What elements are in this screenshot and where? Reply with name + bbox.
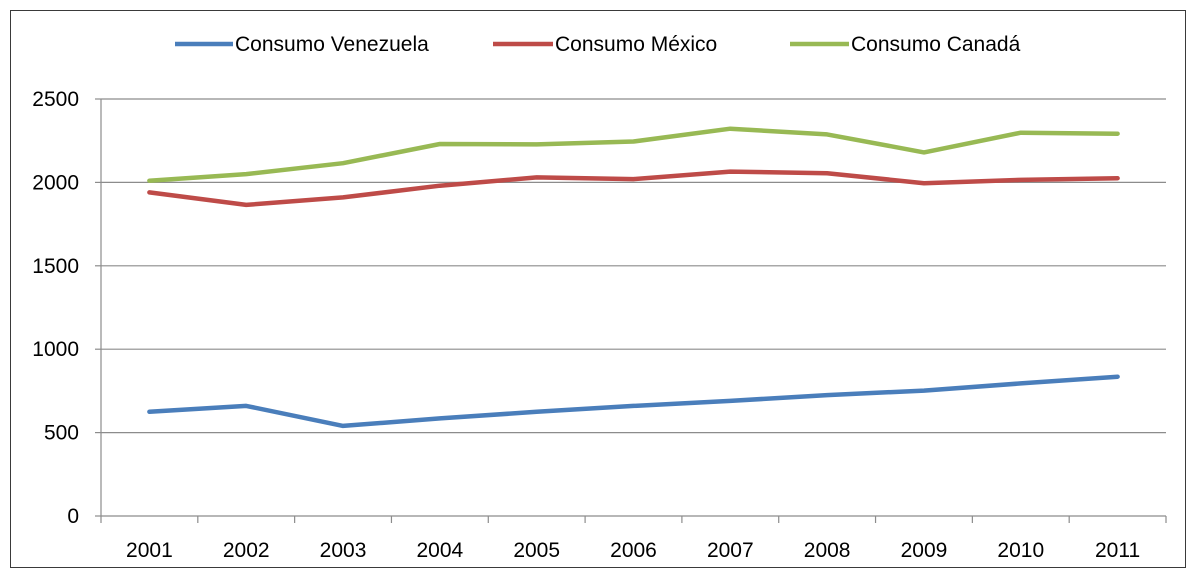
x-tick-label: 2007 bbox=[707, 539, 754, 562]
x-tick-label: 2002 bbox=[223, 539, 270, 562]
legend: Consumo Venezuela Consumo México Consumo C… bbox=[175, 33, 1021, 56]
axes bbox=[95, 98, 1167, 523]
x-tick-label: 2011 bbox=[1095, 539, 1140, 562]
series-line-0 bbox=[147, 374, 1120, 429]
y-tick-label: 2500 bbox=[32, 88, 79, 111]
x-tick-label: 2009 bbox=[901, 539, 948, 562]
legend-label-1: Consumo México bbox=[555, 33, 717, 56]
y-tick-labels: 0 500 1000 1500 2000 2500 bbox=[32, 88, 79, 528]
x-tick-labels: 2001 2002 2003 2004 2005 2006 2007 2008 2009 2010… bbox=[126, 539, 1140, 562]
x-tick-label: 2003 bbox=[320, 539, 367, 562]
y-tick-label: 1500 bbox=[32, 255, 79, 278]
y-tick-label: 2000 bbox=[32, 171, 79, 194]
x-tick-label: 2006 bbox=[610, 539, 657, 562]
x-tick-label: 2005 bbox=[513, 539, 560, 562]
x-tick-label: 2001 bbox=[126, 539, 173, 562]
series-line-2 bbox=[147, 126, 1120, 183]
y-tick-label: 500 bbox=[44, 422, 79, 445]
y-tick-label: 0 bbox=[67, 505, 79, 528]
series-lines bbox=[147, 126, 1120, 429]
x-tick-label: 2008 bbox=[804, 539, 851, 562]
series-line-1 bbox=[147, 169, 1120, 208]
x-tick-label: 2004 bbox=[417, 539, 464, 562]
legend-label-2: Consumo Canadá bbox=[851, 33, 1021, 56]
legend-label-0: Consumo Venezuela bbox=[235, 33, 429, 56]
y-tick-label: 1000 bbox=[32, 338, 79, 361]
x-tick-label: 2010 bbox=[997, 539, 1044, 562]
chart-frame bbox=[10, 10, 1186, 568]
